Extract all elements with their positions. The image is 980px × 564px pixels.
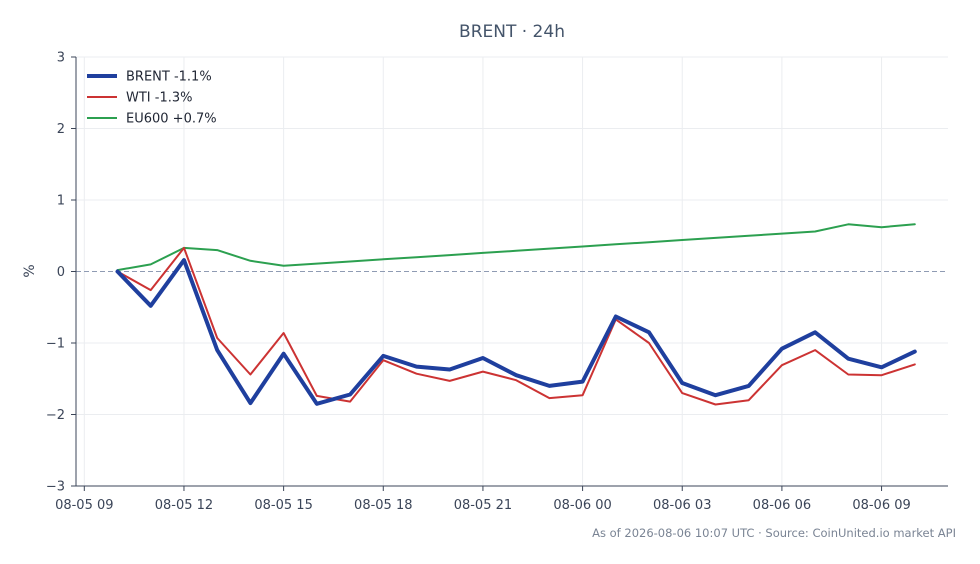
legend-entry: WTI -1.3%	[126, 91, 192, 106]
y-tick-label: 3	[57, 51, 65, 66]
y-tick-label: −3	[46, 480, 65, 495]
legend-entry: BRENT -1.1%	[126, 70, 212, 85]
x-tick-label: 08-06 09	[852, 498, 910, 513]
series-line-1	[116, 246, 916, 406]
chart-title: BRENT · 24h	[459, 22, 565, 42]
series-line-2	[116, 223, 916, 272]
y-tick-label: −2	[46, 408, 65, 423]
legend-entry: EU600 +0.7%	[126, 112, 217, 127]
y-tick-label: 0	[57, 265, 65, 280]
x-tick-label: 08-05 12	[155, 498, 213, 513]
x-tick-label: 08-05 09	[55, 498, 113, 513]
legend: BRENT -1.1% WTI -1.3% EU600 +0.7%	[87, 70, 217, 127]
y-ticks: 3 2 1 0 −1 −2 −3	[46, 51, 76, 495]
x-tick-label: 08-06 06	[753, 498, 811, 513]
x-tick-label: 08-06 00	[553, 498, 611, 513]
x-tick-label: 08-06 03	[653, 498, 711, 513]
y-tick-label: 1	[57, 194, 65, 209]
series-line-0	[115, 258, 917, 406]
x-tick-label: 08-05 15	[254, 498, 312, 513]
y-tick-label: −1	[46, 337, 65, 352]
x-tick-label: 08-05 18	[354, 498, 412, 513]
footer-source: As of 2026-08-06 10:07 UTC · Source: Coi…	[592, 526, 956, 540]
x-ticks: 08-05 09 08-05 12 08-05 15 08-05 18 08-05 21…	[55, 486, 911, 513]
x-tick-label: 08-05 21	[454, 498, 512, 513]
y-axis-label: %	[22, 264, 38, 277]
series-lines	[115, 223, 917, 406]
y-tick-label: 2	[57, 122, 65, 137]
